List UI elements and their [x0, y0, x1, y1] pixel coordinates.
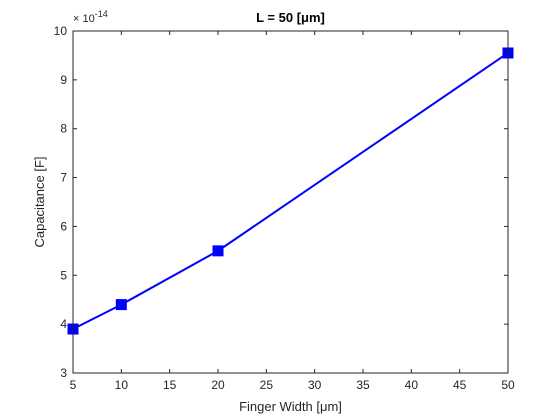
x-tick-label: 20: [211, 378, 225, 392]
data-point-marker: [115, 299, 127, 311]
y-multiplier-base: × 10: [73, 13, 95, 25]
y-tick-label: 4: [60, 317, 67, 331]
x-tick-label: 45: [453, 378, 467, 392]
y-tick-label: 5: [60, 268, 67, 282]
y-axis-label: Capacitance [F]: [32, 156, 47, 247]
y-tick-label: 8: [60, 122, 67, 136]
x-tick-label: 15: [163, 378, 177, 392]
x-tick-label: 25: [260, 378, 274, 392]
y-multiplier: × 10-14: [73, 9, 108, 25]
y-tick-label: 10: [54, 24, 68, 38]
x-tick-label: 40: [405, 378, 419, 392]
x-axis-label: Finger Width [μm]: [239, 399, 342, 414]
data-point-marker: [212, 245, 224, 257]
x-tick-label: 30: [308, 378, 322, 392]
x-tick-label: 5: [70, 378, 77, 392]
plot-frame: [72, 30, 509, 374]
y-tick-label: 9: [60, 73, 67, 87]
chart-title: L = 50 [μm]: [256, 10, 325, 25]
y-multiplier-exponent: -14: [95, 9, 108, 19]
series-line: [72, 52, 509, 330]
x-tick-label: 10: [115, 378, 129, 392]
x-tick-label: 50: [501, 378, 515, 392]
y-tick-label: 7: [60, 171, 67, 185]
y-tick-label: 3: [60, 366, 67, 380]
y-tick-label: 6: [60, 219, 67, 233]
x-tick-label: 35: [356, 378, 370, 392]
